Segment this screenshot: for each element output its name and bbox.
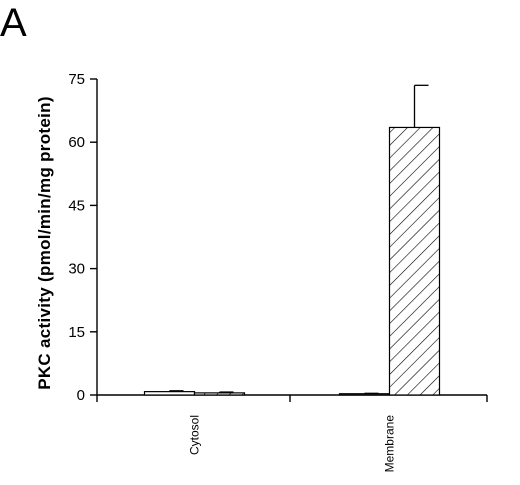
x-category-label: Membrane (383, 415, 397, 473)
error-bar (218, 391, 234, 393)
y-tick-label: 15 (68, 324, 85, 341)
error-bars (168, 84, 429, 394)
bar-membrane-1 (388, 126, 441, 396)
bar-cytosol-0 (143, 391, 196, 396)
y-axis-label: PKC activity (pmol/min/mg protein) (35, 96, 54, 390)
y-axis: 0 15 30 45 60 75 (68, 71, 98, 404)
panel-label: A (0, 1, 27, 45)
bars (143, 126, 441, 396)
x-category-label: Cytosol (188, 415, 202, 455)
category-labels: Cytosol Membrane (188, 415, 397, 473)
error-bar (413, 84, 429, 128)
error-bar (168, 390, 184, 392)
y-tick-label: 30 (68, 261, 85, 278)
y-tick-label: 45 (68, 197, 85, 214)
x-axis (96, 394, 488, 402)
y-tick-label: 60 (68, 134, 85, 151)
bar-cytosol-1 (193, 392, 246, 396)
y-tick-label: 75 (68, 71, 85, 88)
y-tick-label: 0 (77, 387, 85, 404)
